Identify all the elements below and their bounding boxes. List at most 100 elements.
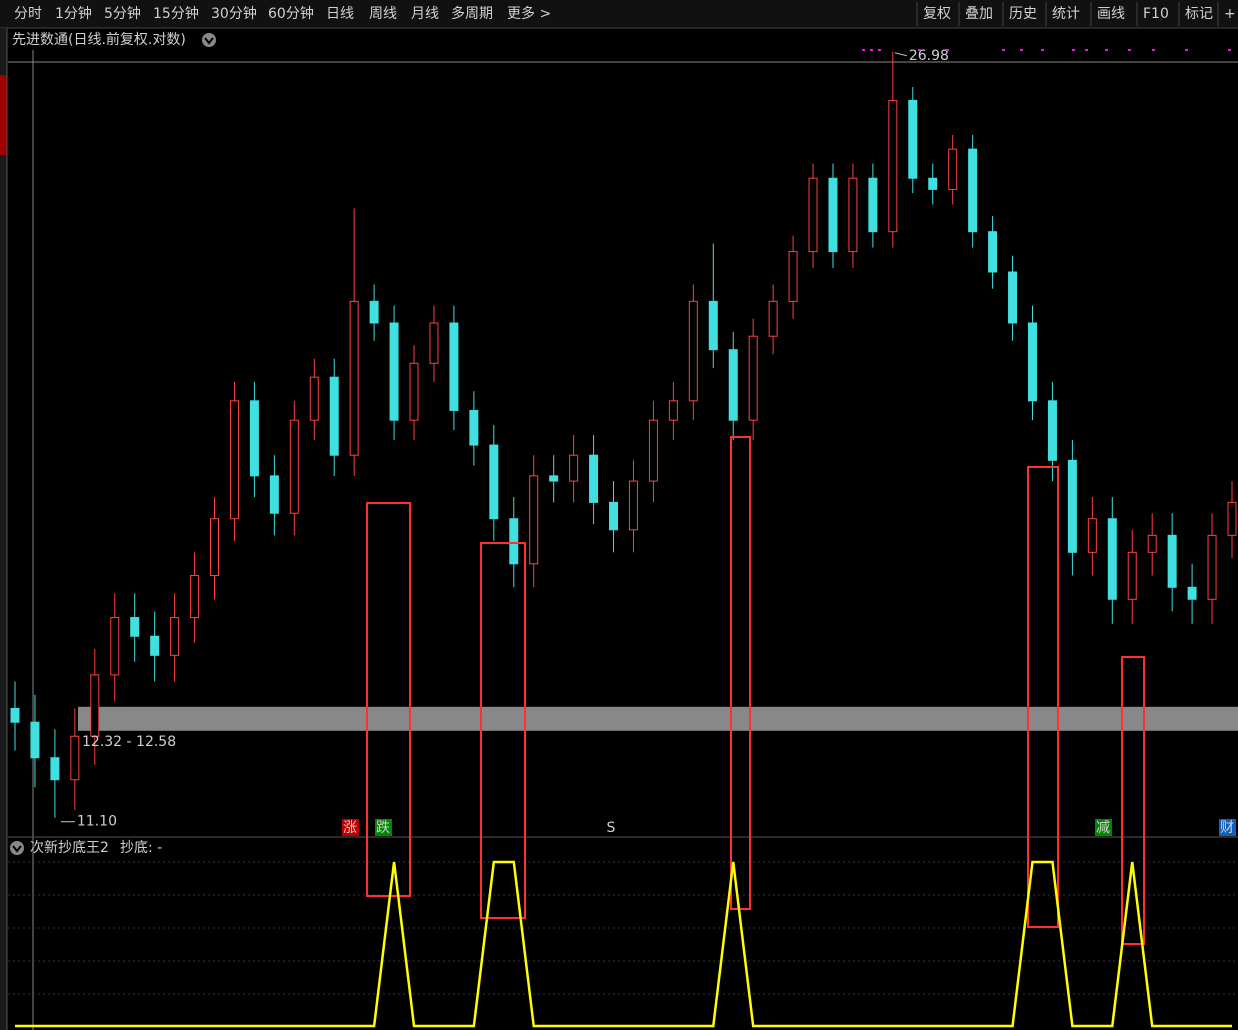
chart-title: 先进数通(日线.前复权.对数): [12, 31, 186, 48]
candle-body: [968, 148, 978, 233]
candle-body: [1087, 518, 1097, 553]
tool-button[interactable]: 统计: [1052, 6, 1080, 22]
candle-body: [748, 335, 758, 421]
tool-button[interactable]: 画线: [1097, 6, 1125, 22]
signal-dot: [1152, 49, 1155, 51]
title-menu-icon: [204, 37, 214, 45]
candle-body: [469, 409, 479, 446]
candle-body: [948, 148, 958, 190]
candle-body: [1127, 551, 1137, 600]
highlight-box: [366, 502, 411, 897]
candle-body: [668, 400, 678, 421]
tool-button[interactable]: 复权: [923, 5, 951, 22]
candle-body: [50, 757, 60, 781]
tool-button[interactable]: 历史: [1009, 6, 1037, 22]
candle-body: [509, 518, 519, 565]
signal-dot: [1085, 49, 1088, 51]
period-tab[interactable]: 周线: [369, 6, 397, 22]
signal-dot: [1105, 49, 1108, 51]
signal-dot: [1128, 49, 1131, 51]
candle-body: [170, 617, 180, 656]
candle-body: [349, 300, 359, 456]
signal-dot: [1020, 49, 1023, 51]
highlight-boxes: [366, 436, 1145, 945]
period-tab[interactable]: 30分钟: [211, 5, 257, 22]
candle-body: [848, 177, 858, 253]
candle-body: [828, 177, 838, 253]
candle-body: [110, 617, 120, 676]
candle-body: [1147, 534, 1157, 553]
candle-body: [868, 177, 878, 233]
legend-name: 抄底: [120, 840, 148, 856]
side-strip: [0, 28, 7, 1030]
candle-body: [449, 322, 459, 411]
band-label: 12.32 - 12.58: [82, 734, 176, 750]
signal-dot: [1072, 49, 1075, 51]
candle-body: [309, 376, 319, 421]
candle-body: [808, 177, 818, 253]
candle-body: [589, 454, 599, 503]
period-tab[interactable]: 多周期: [451, 5, 493, 22]
candle-body: [569, 454, 579, 482]
tool-button[interactable]: F10: [1143, 6, 1169, 22]
signal-dot: [946, 49, 949, 51]
candle-body: [429, 322, 439, 364]
period-tab[interactable]: 月线: [411, 6, 439, 22]
candle-body: [988, 231, 998, 273]
candle-body: [369, 300, 379, 324]
candle-body: [628, 480, 638, 531]
candle-body: [708, 300, 718, 351]
period-tab[interactable]: 1分钟: [55, 5, 92, 22]
title-menu[interactable]: [202, 33, 216, 47]
high-label: 26.98: [909, 48, 949, 64]
candle-body: [389, 322, 399, 421]
candle-body: [888, 99, 898, 233]
signal-dot: [878, 49, 881, 51]
candle-body: [768, 300, 778, 337]
candle-body: [289, 419, 299, 514]
candle-body: [229, 400, 239, 520]
tool-button[interactable]: +自: [1224, 6, 1238, 22]
candle-body: [928, 177, 938, 190]
price-band: [78, 706, 1238, 731]
candle-body: [1047, 400, 1057, 461]
event-marker-bg: [375, 819, 392, 836]
candle-body: [90, 674, 100, 737]
legend-readout: : -: [148, 840, 162, 856]
candle-body: [529, 475, 539, 565]
event-marker-bg: [342, 819, 359, 836]
period-tab[interactable]: 日线: [326, 6, 354, 22]
candle-body: [549, 475, 559, 482]
highlight-box: [480, 542, 526, 919]
signal-line: [15, 860, 1232, 1028]
candle-body: [249, 400, 259, 477]
candle-body: [210, 518, 220, 576]
signal-dot: [1041, 49, 1044, 51]
highlight-box: [1121, 656, 1145, 945]
indicator-menu[interactable]: [10, 841, 24, 855]
candle-body: [1167, 534, 1177, 588]
period-tab[interactable]: 60分钟: [268, 5, 314, 22]
candle-body: [648, 419, 658, 482]
candle-body: [688, 300, 698, 402]
period-tab[interactable]: 更多 >: [507, 5, 551, 22]
candle-body: [1008, 271, 1018, 324]
period-tab[interactable]: 15分钟: [153, 5, 199, 22]
signal-dot: [870, 49, 873, 51]
indicator-title: 次新抄底王2: [30, 840, 109, 856]
high-arrow: [894, 52, 907, 57]
tool-button[interactable]: 标记: [1185, 6, 1213, 22]
candle-body: [409, 362, 419, 421]
period-tab[interactable]: 分时: [14, 6, 42, 22]
event-marker-bg: [1219, 819, 1236, 836]
event-marker: 财: [1220, 820, 1234, 836]
period-tab[interactable]: 5分钟: [104, 5, 141, 22]
indicator-legend: 抄底: -: [120, 840, 162, 856]
event-marker: S: [607, 820, 616, 836]
tool-button[interactable]: 叠加: [965, 6, 993, 22]
candle-body: [788, 251, 798, 302]
signal-dot: [862, 49, 865, 51]
candle-body: [489, 444, 499, 520]
